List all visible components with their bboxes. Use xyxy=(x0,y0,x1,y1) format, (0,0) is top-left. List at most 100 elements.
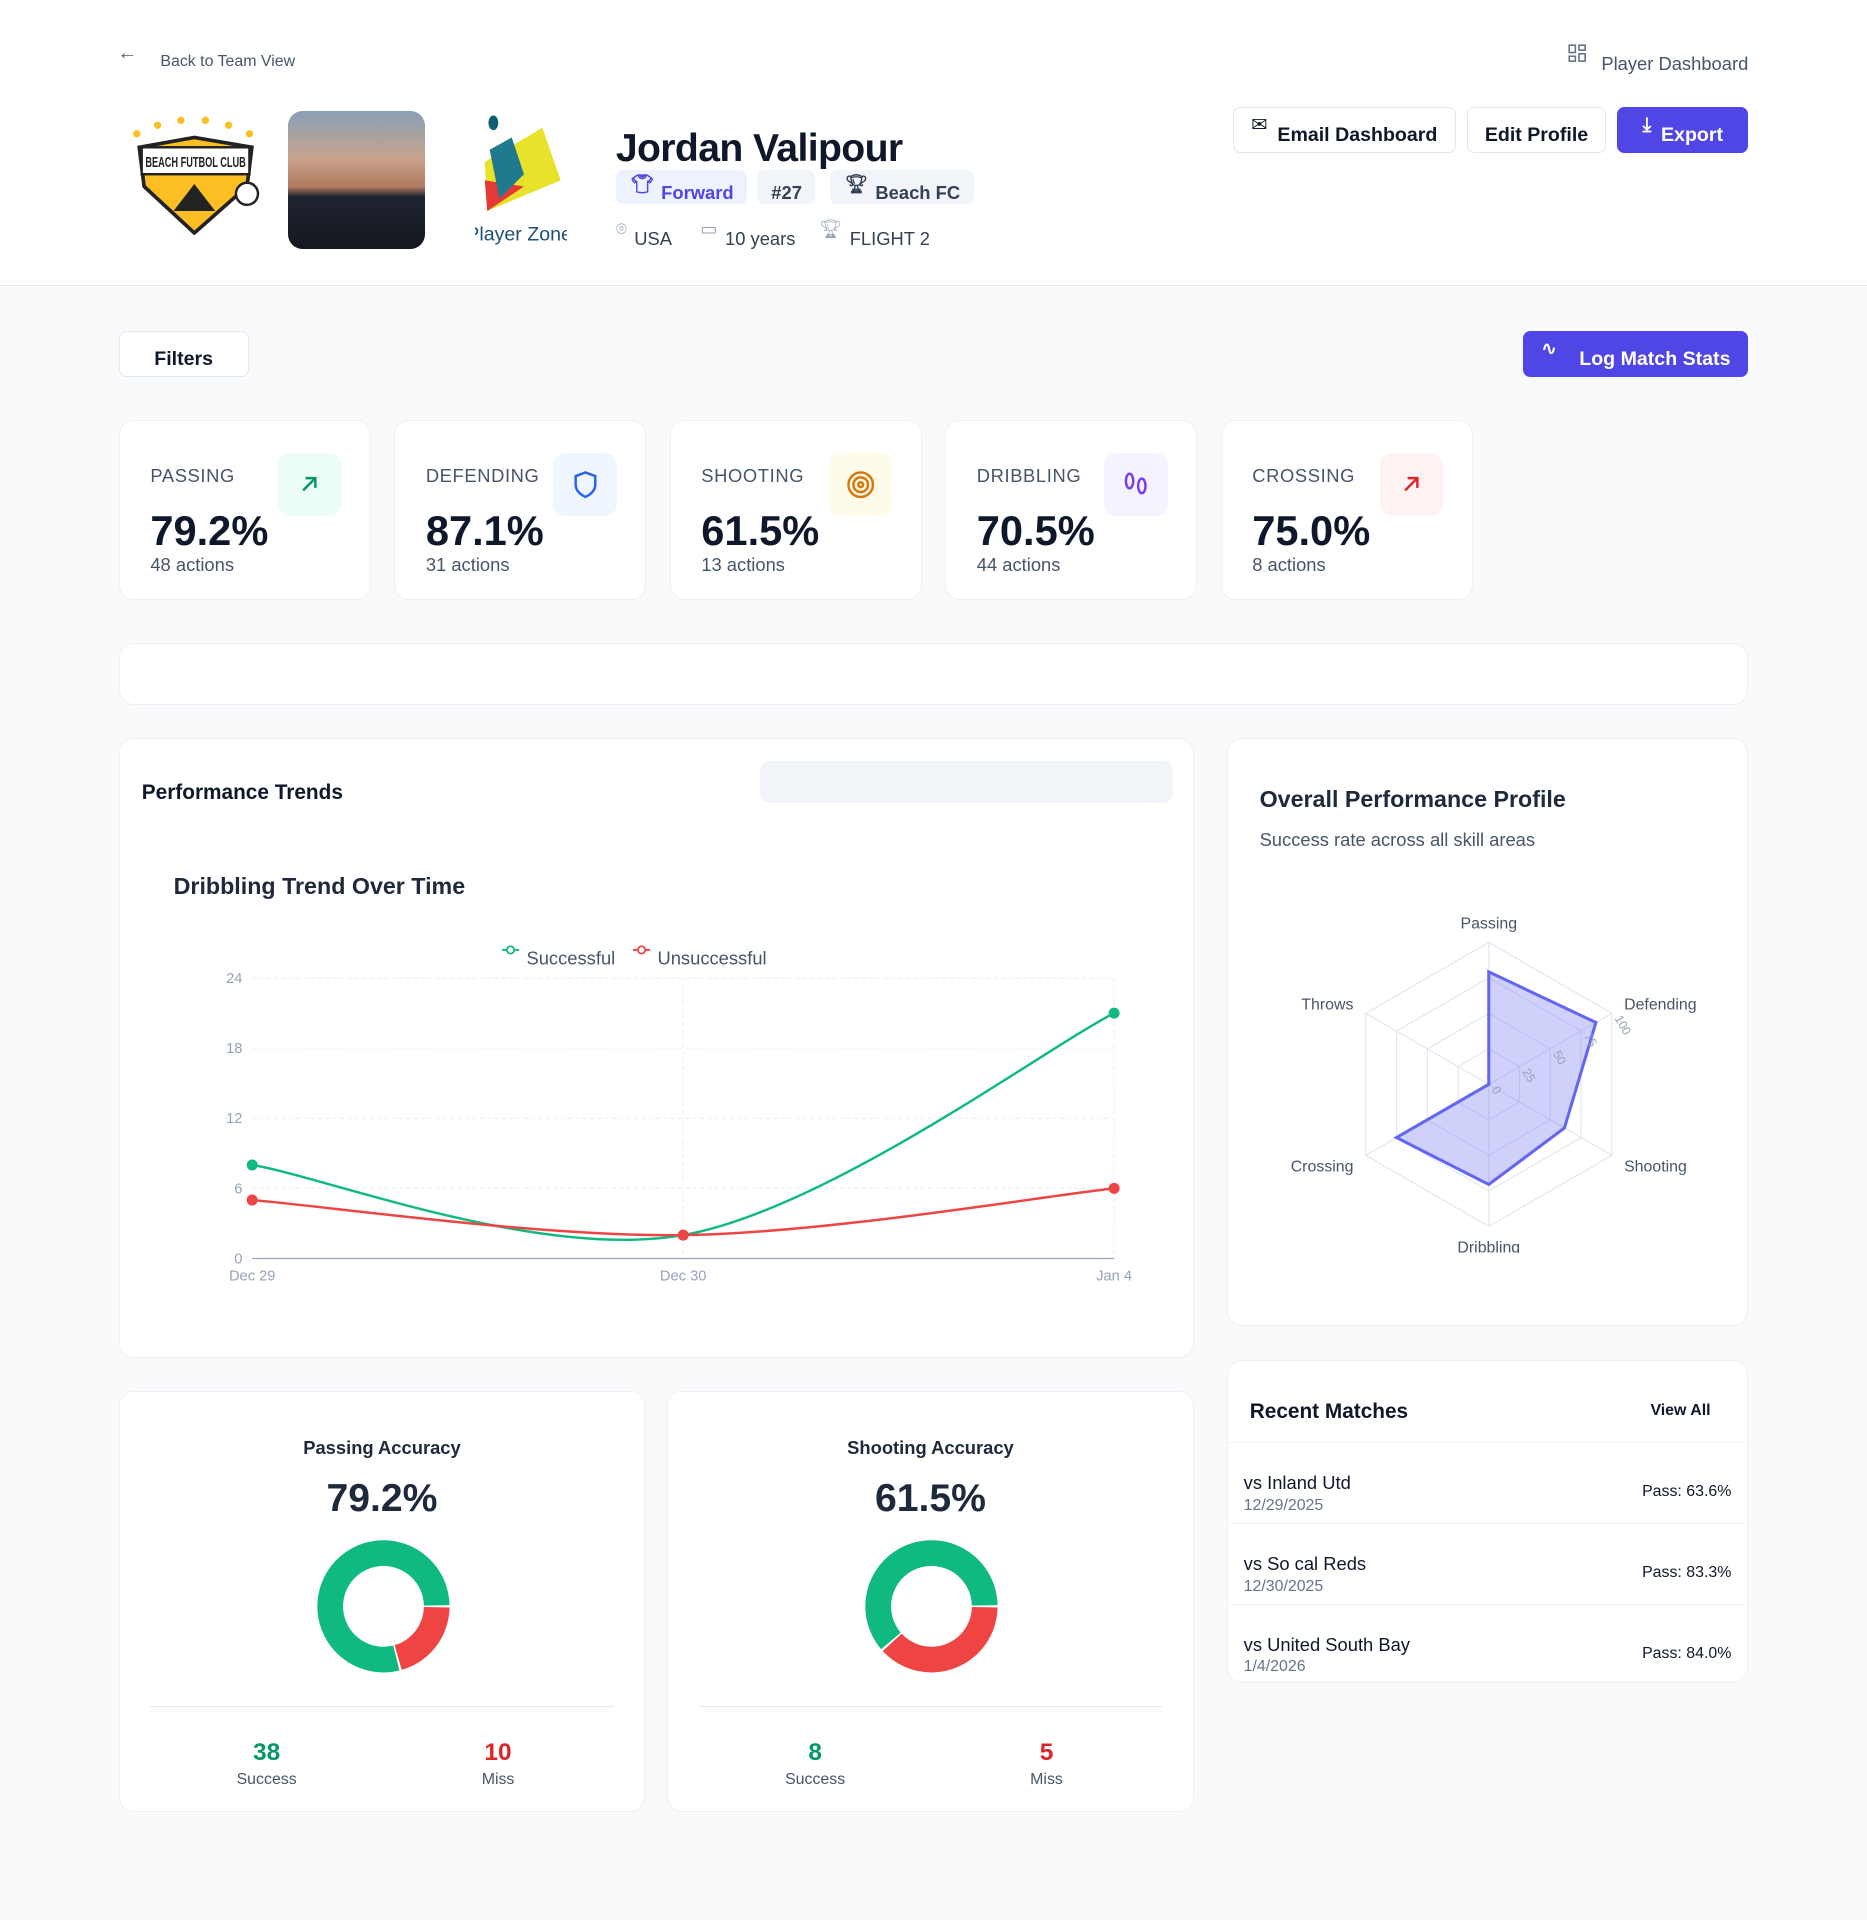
donut-chart xyxy=(316,1539,450,1673)
export-button[interactable]: ⤓ Export xyxy=(1617,106,1749,154)
radar-tick-label: 50 xyxy=(1550,1048,1569,1067)
filters-button[interactable]: Filters xyxy=(118,330,249,378)
age-meta: ▭ 10 years xyxy=(700,217,796,249)
passing-accuracy-card: Passing Accuracy 79.2% 38 Success 10 Mis… xyxy=(118,1390,646,1812)
partner-logo-text: Player Zone xyxy=(475,223,567,245)
chart-title: Dribbling Trend Over Time xyxy=(173,872,466,899)
radar-spoke xyxy=(1488,1083,1612,1157)
edit-profile-button[interactable]: Edit Profile xyxy=(1466,106,1607,154)
radar-axis-label: Passing xyxy=(1460,916,1517,933)
match-opponent: vs So cal Reds xyxy=(1243,1553,1367,1575)
shooting-accuracy-card: Shooting Accuracy 61.5% 8 Success 5 Miss xyxy=(667,1390,1194,1812)
activity-icon: ∿ xyxy=(1540,338,1558,361)
y-tick-label: 6 xyxy=(234,1181,242,1197)
grid-icon xyxy=(1568,44,1587,62)
match-pass-rate: Pass: 83.3% xyxy=(1642,1564,1732,1582)
stat-actions: 8 actions xyxy=(1252,554,1326,576)
data-point[interactable] xyxy=(677,1229,689,1241)
stat-value: 79.2% xyxy=(150,506,269,554)
y-tick-label: 0 xyxy=(234,1251,242,1267)
stat-card-passing: PASSING 79.2% 48 actions xyxy=(118,419,371,600)
miss-count: 10 xyxy=(484,1739,512,1767)
radar-axis-label: Shooting xyxy=(1624,1159,1687,1176)
match-row[interactable]: vs Inland Utd 12/29/2025 Pass: 63.6% xyxy=(1227,1441,1748,1523)
club-logo-text: BEACH FUTBOL CLUB xyxy=(146,154,246,170)
stat-label: CROSSING xyxy=(1252,464,1356,486)
data-point[interactable] xyxy=(246,1194,258,1206)
miss-label: Miss xyxy=(1030,1771,1063,1789)
log-match-stats-button[interactable]: ∿ Log Match Stats xyxy=(1523,330,1749,378)
data-point[interactable] xyxy=(1108,1007,1120,1019)
stat-label: PASSING xyxy=(150,464,235,486)
trophy-icon: 🏆︎ xyxy=(844,172,869,194)
radar-tick-label: 100 xyxy=(1611,1013,1633,1038)
trends-title: Performance Trends xyxy=(141,780,343,804)
footprints-icon xyxy=(1104,452,1168,517)
donut-slice-success xyxy=(316,1539,450,1673)
donut-center-label: 61.5% xyxy=(874,1477,986,1521)
match-opponent: vs Inland Utd xyxy=(1243,1472,1351,1494)
stat-actions: 13 actions xyxy=(701,554,785,576)
match-row[interactable]: vs United South Bay 1/4/2026 Pass: 84.0% xyxy=(1227,1603,1748,1683)
performance-profile-card: Overall Performance Profile Success rate… xyxy=(1226,738,1749,1326)
calendar-icon: ▭ xyxy=(700,217,718,239)
match-pass-rate: Pass: 84.0% xyxy=(1642,1644,1732,1662)
radar-subtitle: Success rate across all skill areas xyxy=(1259,828,1536,850)
svg-text:Successful: Successful xyxy=(526,948,615,969)
success-count: 38 xyxy=(253,1739,281,1767)
match-date: 12/30/2025 xyxy=(1243,1577,1324,1595)
data-point[interactable] xyxy=(1108,1182,1120,1194)
legend-item-unsuccessful[interactable]: Unsuccessful xyxy=(632,945,767,969)
x-tick-label: Jan 4 xyxy=(1096,1268,1132,1284)
empty-panel xyxy=(118,642,1749,706)
stat-card-crossing: CROSSING 75.0% 8 actions xyxy=(1220,419,1473,600)
donut-slice-miss xyxy=(882,1606,998,1673)
match-opponent: vs United South Bay xyxy=(1243,1633,1410,1655)
recent-matches-card: Recent Matches View All vs Inland Utd 12… xyxy=(1226,1360,1749,1684)
shirt-icon: 👕︎ xyxy=(630,172,654,194)
back-to-team-link[interactable]: Back to Team View xyxy=(160,52,296,70)
stat-label: DRIBBLING xyxy=(976,464,1082,486)
mail-icon: ✉︎ xyxy=(1251,114,1268,137)
y-tick-label: 18 xyxy=(226,1041,242,1057)
donut-slice-success xyxy=(865,1539,998,1650)
email-dashboard-button[interactable]: ✉︎ Email Dashboard xyxy=(1232,106,1456,154)
radar-area xyxy=(1393,969,1598,1187)
team-badge: 🏆︎ Beach FC xyxy=(830,170,974,205)
stat-card-shooting: SHOOTING 61.5% 13 actions xyxy=(669,419,922,600)
radar-axis-label: Defending xyxy=(1624,997,1697,1014)
success-label: Success xyxy=(236,1771,297,1789)
radar-axis-label: Crossing xyxy=(1290,1159,1353,1176)
divider xyxy=(698,1706,1163,1708)
stat-card-dribbling: DRIBBLING 70.5% 44 actions xyxy=(945,419,1198,600)
svg-text:Unsuccessful: Unsuccessful xyxy=(657,948,766,969)
back-arrow-icon[interactable]: ← xyxy=(117,41,138,64)
stat-card-defending: DEFENDING 87.1% 31 actions xyxy=(394,419,647,600)
line-chart: 0 6 12 18 24 Dec 29 Dec 30 Jan 4 Successful Unsuc… xyxy=(226,945,1132,1284)
legend-item-successful[interactable]: Successful xyxy=(501,945,615,969)
country-meta: ⌾ USA xyxy=(615,217,672,249)
y-tick-label: 12 xyxy=(226,1111,242,1127)
radar-spoke xyxy=(1365,1012,1489,1086)
view-all-link[interactable]: View All xyxy=(1650,1401,1711,1419)
map-pin-icon: ⌾ xyxy=(615,217,627,239)
arrow-up-right-icon xyxy=(1379,452,1444,517)
miss-label: Miss xyxy=(481,1771,515,1789)
donut-title: Passing Accuracy xyxy=(303,1437,461,1459)
radar-chart: Passing Defending Shooting Dribbling Crossin… xyxy=(1290,916,1697,1254)
position-badge: 👕︎ Forward xyxy=(615,170,748,205)
donut-center-label: 79.2% xyxy=(326,1477,438,1521)
radar-tick-label: 75 xyxy=(1581,1031,1600,1050)
data-point[interactable] xyxy=(246,1159,258,1171)
donut-slice-miss xyxy=(394,1606,450,1670)
radar-tick-label: 25 xyxy=(1519,1066,1538,1085)
stat-value: 87.1% xyxy=(425,506,544,554)
trophy-icon: 🏆︎ xyxy=(819,217,843,239)
x-tick-label: Dec 29 xyxy=(229,1268,276,1284)
donut-title: Shooting Accuracy xyxy=(847,1437,1014,1459)
radar-axis-label: Throws xyxy=(1301,997,1353,1014)
stat-label: SHOOTING xyxy=(701,464,805,486)
download-icon: ⤓ xyxy=(1642,114,1652,137)
stat-value: 61.5% xyxy=(701,506,820,554)
match-row[interactable]: vs So cal Reds 12/30/2025 Pass: 83.3% xyxy=(1227,1522,1748,1604)
